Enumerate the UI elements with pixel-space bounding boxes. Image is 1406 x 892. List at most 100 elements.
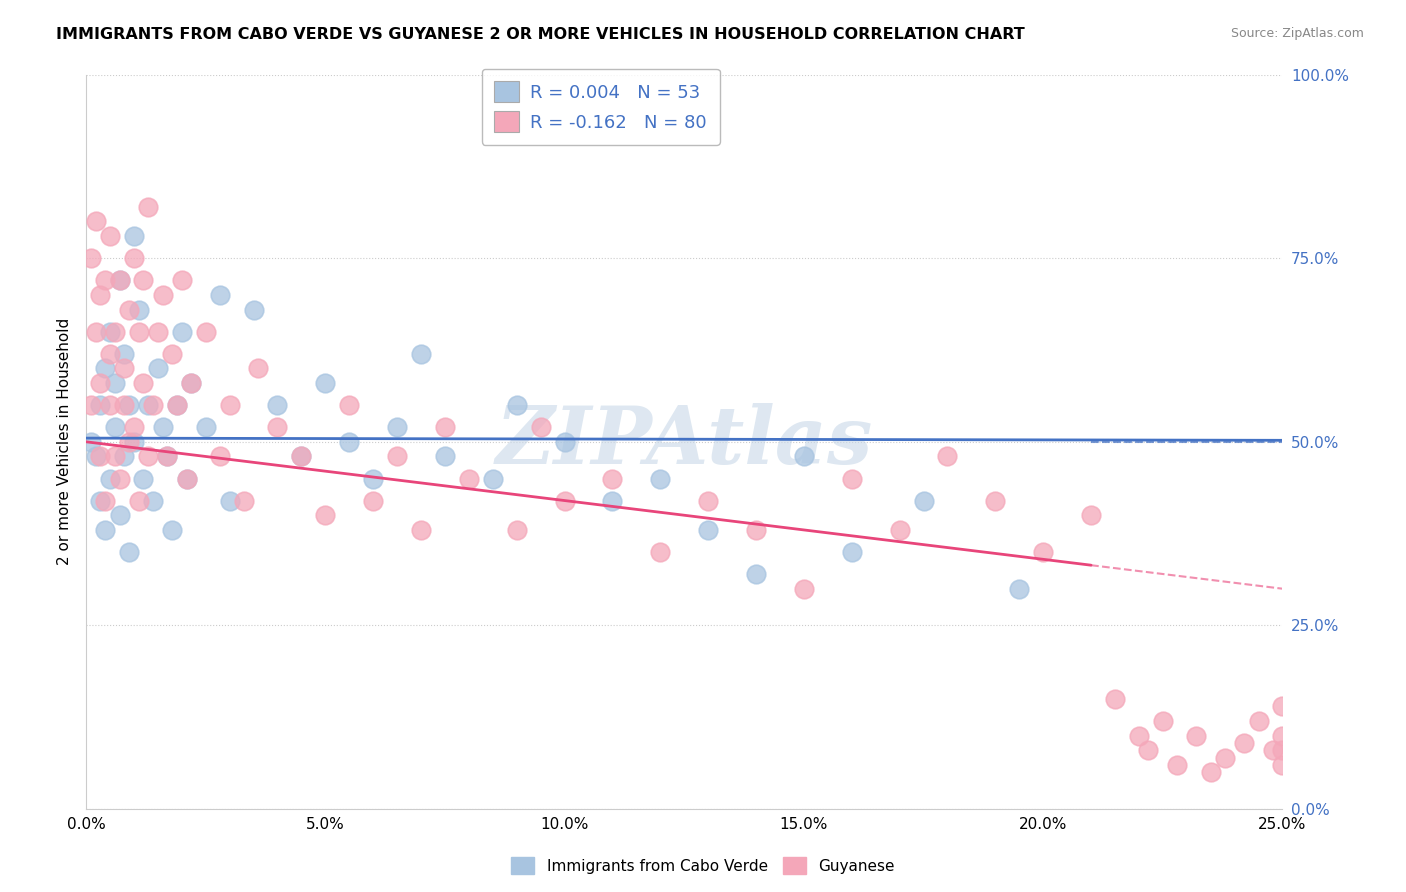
Point [118,434,141,449]
Point [112,398,135,412]
Point [89,450,111,464]
Point [112,450,135,464]
Point [697,493,720,508]
Point [98,398,121,412]
Point [793,582,815,596]
Point [108,471,131,485]
Point [89,376,111,390]
Point [94,273,117,287]
Point [98,346,121,360]
Point [94,361,117,376]
Point [218,398,240,412]
Point [80,251,103,265]
Point [554,493,576,508]
Point [242,302,264,317]
Point [194,420,217,434]
Point [266,398,288,412]
Point [314,508,336,523]
Point [290,450,312,464]
Point [1166,758,1188,772]
Point [602,493,624,508]
Point [104,376,127,390]
Point [146,325,169,339]
Text: ZIPAtlas: ZIPAtlas [495,403,873,481]
Point [104,325,127,339]
Point [128,493,150,508]
Point [84,325,107,339]
Point [218,493,240,508]
Point [112,346,135,360]
Point [94,493,117,508]
Point [146,361,169,376]
Point [337,398,360,412]
Point [1128,729,1150,743]
Point [984,493,1007,508]
Point [433,420,456,434]
Point [128,302,150,317]
Point [128,325,150,339]
Point [108,273,131,287]
Point [1008,582,1031,596]
Point [142,493,165,508]
Point [650,471,672,485]
Legend: R = 0.004   N = 53, R = -0.162   N = 80: R = 0.004 N = 53, R = -0.162 N = 80 [481,69,720,145]
Point [793,450,815,464]
Point [122,420,145,434]
Point [1185,729,1208,743]
Point [176,471,198,485]
Point [1199,765,1222,780]
Point [152,288,174,302]
Point [337,434,360,449]
Point [142,398,165,412]
Point [745,567,768,582]
Point [506,398,529,412]
Point [385,420,408,434]
Point [385,450,408,464]
Point [89,288,111,302]
Point [180,376,202,390]
Point [89,398,111,412]
Point [118,302,141,317]
Point [1080,508,1102,523]
Point [554,434,576,449]
Point [841,545,863,559]
Point [170,273,193,287]
Point [104,450,127,464]
Point [180,376,202,390]
Point [697,523,720,537]
Point [122,434,145,449]
Point [233,493,256,508]
Point [1261,743,1284,757]
Point [433,450,456,464]
Point [122,251,145,265]
Point [889,523,911,537]
Point [176,471,198,485]
Point [530,420,553,434]
Point [194,325,217,339]
Point [1213,750,1236,764]
Point [108,508,131,523]
Y-axis label: 2 or more Vehicles in Household: 2 or more Vehicles in Household [58,318,72,566]
Point [80,434,103,449]
Point [136,398,159,412]
Point [160,523,183,537]
Point [132,471,155,485]
Point [745,523,768,537]
Point [132,376,155,390]
Point [209,450,232,464]
Point [104,420,127,434]
Point [266,420,288,434]
Point [132,273,155,287]
Point [1152,714,1174,728]
Point [409,346,432,360]
Point [160,346,183,360]
Point [1104,692,1126,706]
Point [152,420,174,434]
Point [166,398,188,412]
Point [361,471,384,485]
Point [1271,699,1294,714]
Legend: Immigrants from Cabo Verde, Guyanese: Immigrants from Cabo Verde, Guyanese [505,851,901,880]
Point [602,471,624,485]
Point [94,523,117,537]
Point [136,450,159,464]
